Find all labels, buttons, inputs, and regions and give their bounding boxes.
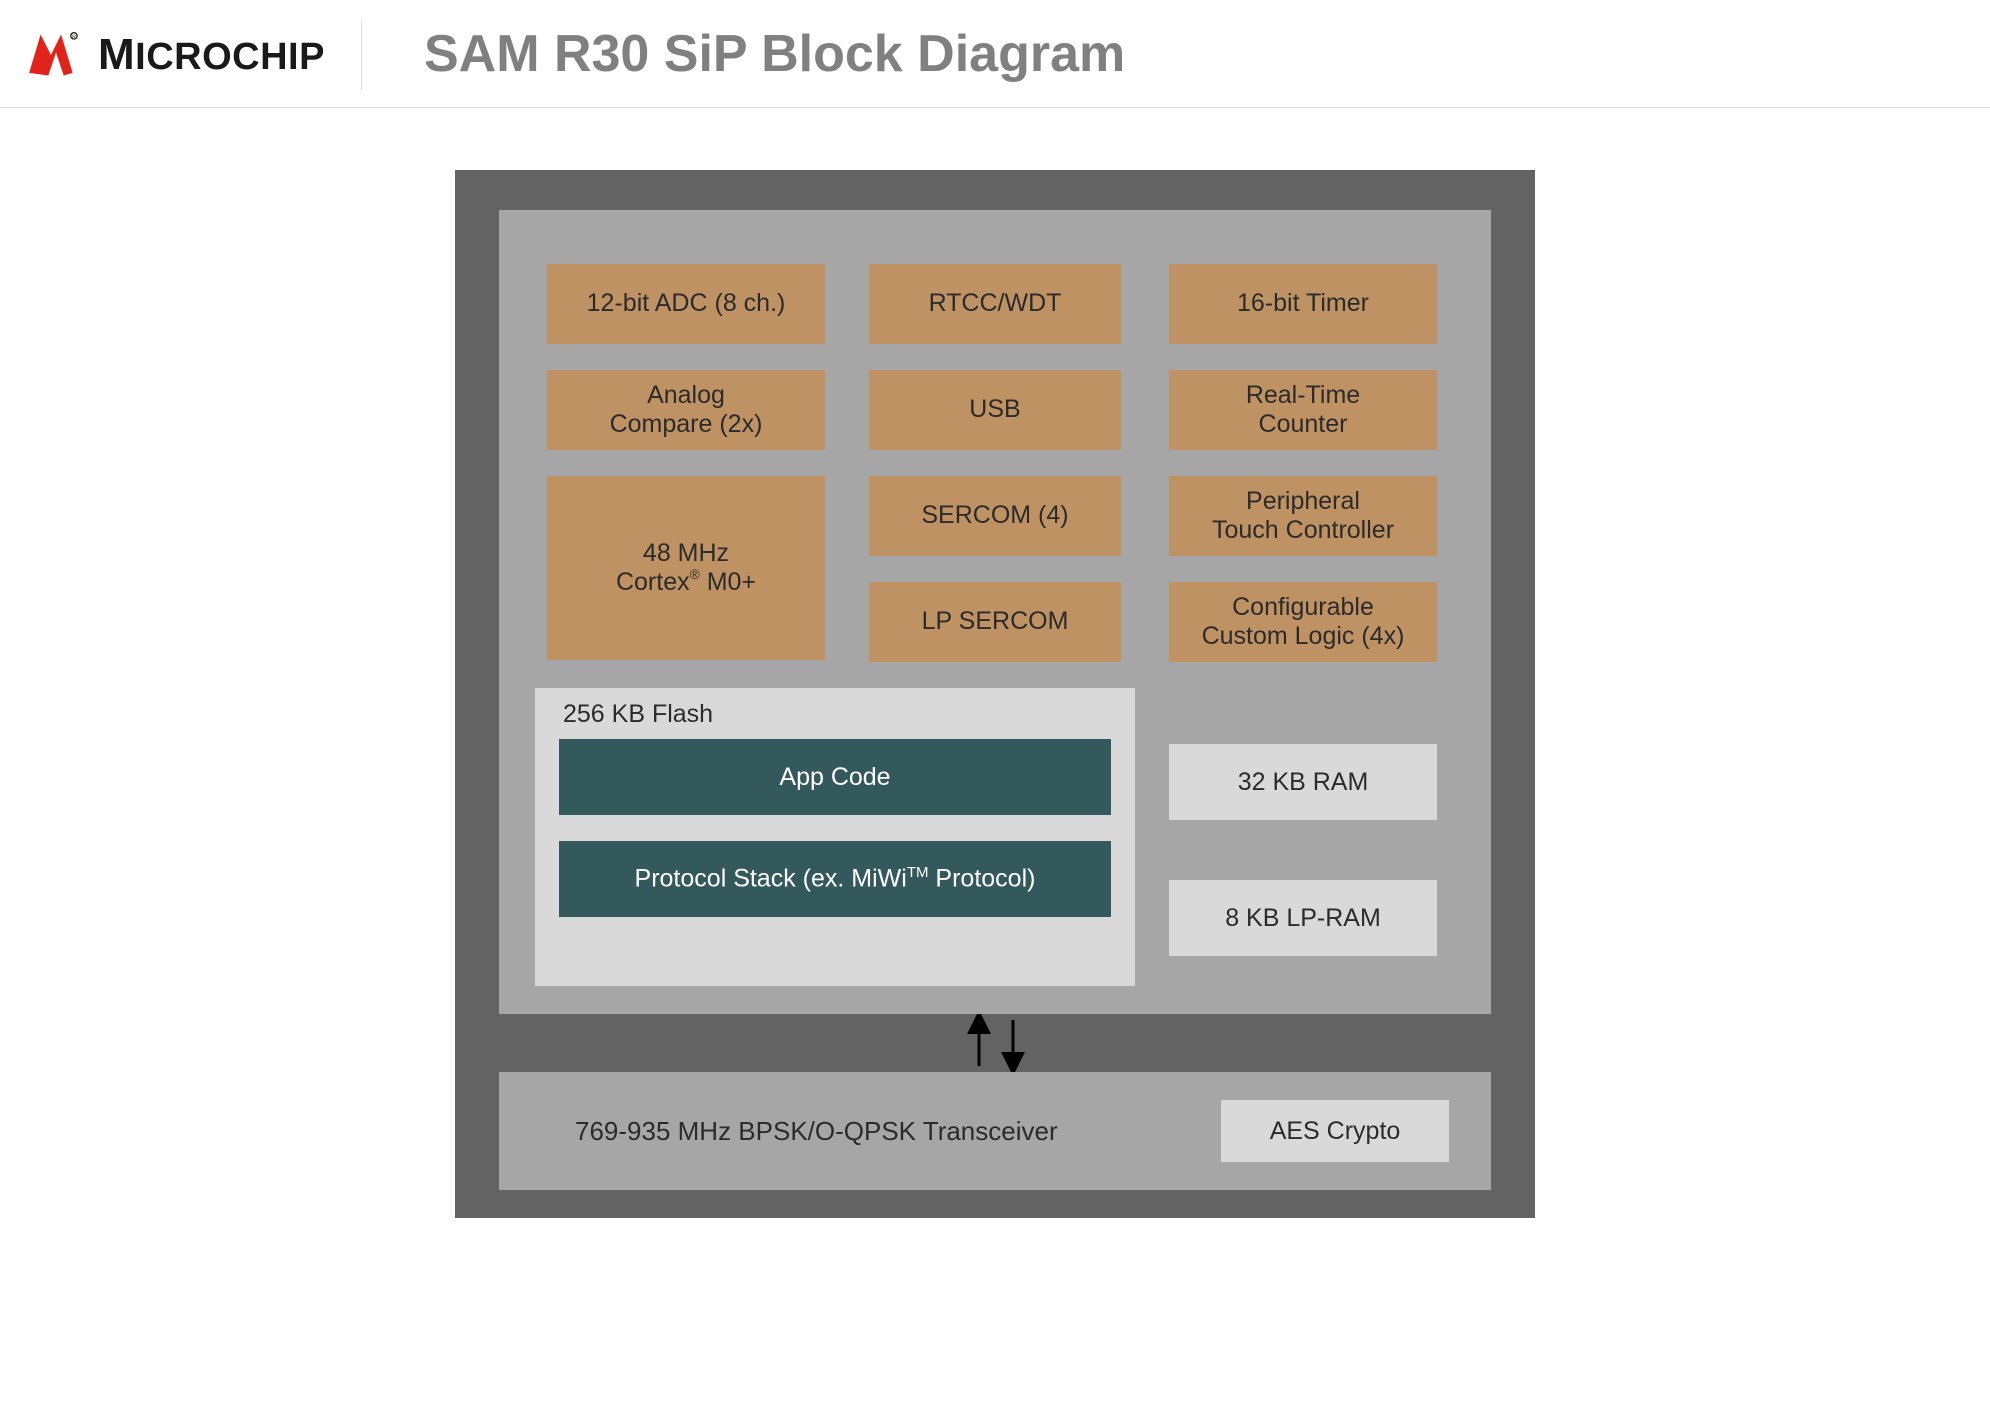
svg-text:R: R <box>72 34 76 40</box>
block-ram: 32 KB RAM <box>1169 744 1437 820</box>
block-flash-container: 256 KB Flash App Code Protocol Stack (ex… <box>535 688 1135 986</box>
transceiver-label: 769-935 MHz BPSK/O-QPSK Transceiver <box>575 1116 1221 1147</box>
diagram-container: 12-bit ADC (8 ch.) RTCC/WDT 16-bit Timer… <box>0 108 1990 1218</box>
block-rtcc-wdt: RTCC/WDT <box>869 264 1121 344</box>
arrow-icon <box>935 1014 1055 1072</box>
block-protocol-stack: Protocol Stack (ex. MiWiTM Protocol) <box>559 841 1111 917</box>
block-cpu-cortex-m0plus: 48 MHz Cortex® M0+ <box>547 476 825 660</box>
chip-outer-frame: 12-bit ADC (8 ch.) RTCC/WDT 16-bit Timer… <box>455 170 1535 1218</box>
brand-logo: R MICROCHIP <box>0 20 362 90</box>
block-adc: 12-bit ADC (8 ch.) <box>547 264 825 344</box>
block-lp-ram: 8 KB LP-RAM <box>1169 880 1437 956</box>
page-header: R MICROCHIP SAM R30 SiP Block Diagram <box>0 0 1990 108</box>
block-aes-crypto: AES Crypto <box>1221 1100 1449 1162</box>
block-sercom: SERCOM (4) <box>869 476 1121 556</box>
flash-title: 256 KB Flash <box>563 700 1111 729</box>
block-lp-sercom: LP SERCOM <box>869 582 1121 662</box>
mcu-die: 12-bit ADC (8 ch.) RTCC/WDT 16-bit Timer… <box>499 210 1491 1014</box>
brand-name: MICROCHIP <box>98 30 325 80</box>
interconnect-arrows <box>499 1014 1491 1072</box>
block-custom-logic: ConfigurableCustom Logic (4x) <box>1169 582 1437 662</box>
block-analog-compare: AnalogCompare (2x) <box>547 370 825 450</box>
block-touch-controller: PeripheralTouch Controller <box>1169 476 1437 556</box>
block-usb: USB <box>869 370 1121 450</box>
microchip-logo-icon: R <box>24 29 88 81</box>
block-app-code: App Code <box>559 739 1111 815</box>
page-title: SAM R30 SiP Block Diagram <box>424 24 1125 84</box>
block-timer: 16-bit Timer <box>1169 264 1437 344</box>
transceiver-die: 769-935 MHz BPSK/O-QPSK Transceiver AES … <box>499 1072 1491 1190</box>
block-realtime-counter: Real-TimeCounter <box>1169 370 1437 450</box>
